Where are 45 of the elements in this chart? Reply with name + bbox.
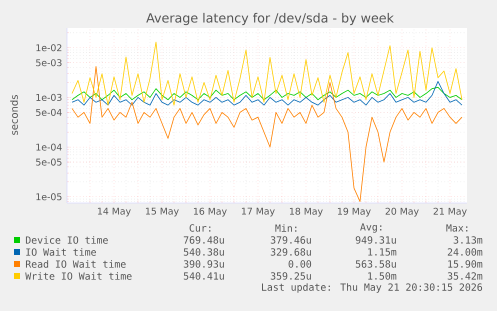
text: 24.00m <box>448 248 482 256</box>
x-tick-label: 15 May <box>146 208 179 216</box>
x-tick-label: 14 May <box>98 208 131 216</box>
text: 390.93u <box>184 260 224 268</box>
line-series <box>72 86 462 100</box>
text: 15.90m <box>448 260 482 268</box>
text: Last update: Thu May 21 20:30:15 2026 <box>262 283 482 293</box>
text: 540.38u <box>184 248 224 256</box>
text: Avg: <box>360 223 382 233</box>
legend-label: Device IO time <box>26 236 108 244</box>
text: Cur: <box>190 224 210 232</box>
text: Min: <box>275 224 296 232</box>
legend-label: Write IO Wait time <box>25 272 132 280</box>
legend-label: Read IO Wait time <box>26 260 126 268</box>
line-series <box>72 81 462 106</box>
text: 563.58u <box>356 260 396 268</box>
text: 1.15m <box>368 248 396 256</box>
chart-title: Average latency for /dev/sda - by week <box>146 12 394 26</box>
legend-label: IO Wait time <box>26 248 96 256</box>
text: 1.50m <box>368 272 396 280</box>
y-tick-label: 1e-05 <box>36 193 62 200</box>
line-series <box>72 42 462 106</box>
text: Max: <box>446 224 468 232</box>
y-tick-label: 5e-04 <box>36 108 62 116</box>
text: 359.25u <box>270 272 311 280</box>
x-tick-label: 16 May <box>194 208 227 217</box>
x-tick-label: 21 May <box>434 208 467 217</box>
y-tick-label: 5e-05 <box>36 158 62 166</box>
y-tick-label: 1e-04 <box>36 144 62 151</box>
text: 379.46u <box>270 236 311 244</box>
text: 35.42m <box>448 272 482 280</box>
y-tick-label: 1e-03 <box>36 94 62 101</box>
y-tick-label: 1e-02 <box>36 44 62 52</box>
x-tick-label: 18 May <box>290 208 323 217</box>
text: 949.31u <box>356 236 396 244</box>
x-tick-label: 17 May <box>242 208 275 216</box>
text: 0.00 <box>288 260 312 268</box>
x-tick-label: 19 May <box>338 208 371 217</box>
text: 329.68u <box>270 248 311 256</box>
y-tick-label: 5e-03 <box>36 59 62 66</box>
y-axis-title: seconds <box>10 95 18 135</box>
text: 769.48u <box>184 236 224 244</box>
x-tick-label: 20 May <box>386 208 419 217</box>
text: 3.13m <box>454 236 482 244</box>
text: 540.41u <box>184 272 224 280</box>
